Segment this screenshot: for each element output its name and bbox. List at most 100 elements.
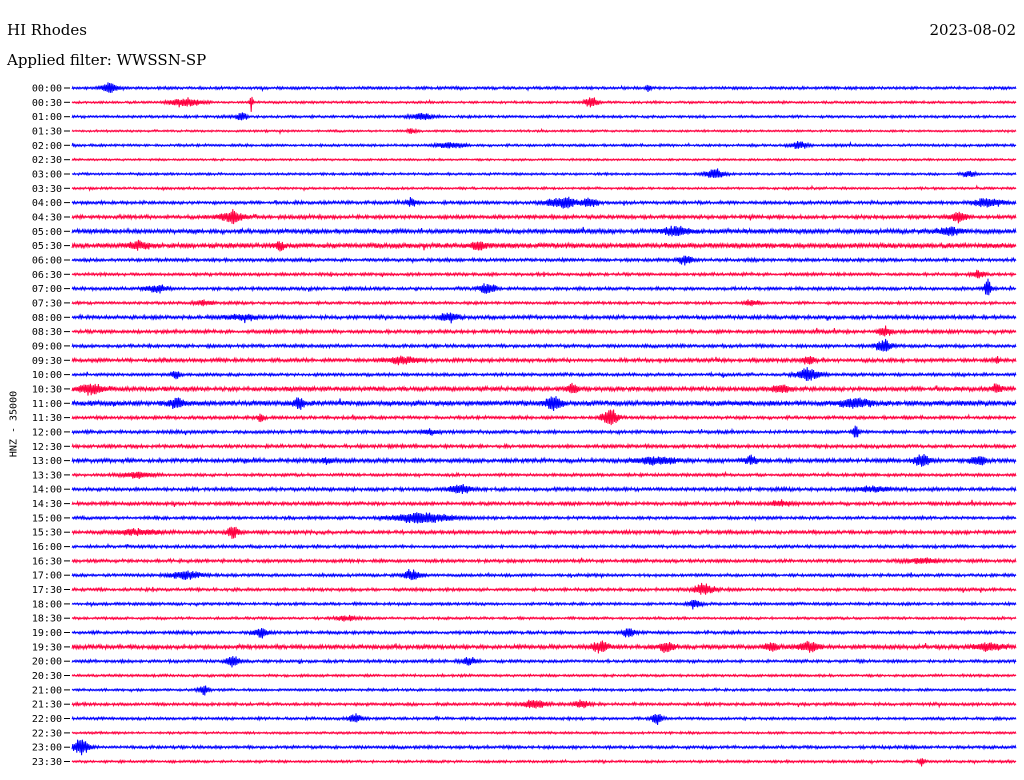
trace-line [71, 425, 1017, 438]
trace-line [71, 568, 1017, 581]
row-time-label: 16:00 [32, 542, 62, 553]
row-time-label: 01:30 [32, 127, 62, 138]
row-time-label: 03:30 [32, 184, 62, 195]
trace-line [71, 699, 1017, 709]
trace-line [71, 656, 1017, 668]
trace-line [71, 526, 1017, 539]
row-time-label: 23:00 [32, 743, 62, 754]
trace-line [71, 355, 1017, 366]
trace-line [71, 299, 1017, 307]
trace-line [71, 82, 1017, 93]
trace-line [71, 599, 1017, 610]
row-time-label: 00:00 [32, 84, 62, 95]
row-time-label: 06:00 [32, 256, 62, 267]
trace-line [71, 614, 1017, 622]
row-time-label: 00:30 [32, 98, 62, 109]
row-time-label: 05:30 [32, 241, 62, 252]
trace-line [71, 382, 1017, 396]
row-time-label: 19:30 [32, 642, 62, 653]
time-labels-group: 00:00 00:30 01:00 01:30 02:00 02:30 03:00 03:30… [32, 84, 70, 768]
row-time-label: 11:00 [32, 399, 62, 410]
row-time-label: 17:30 [32, 585, 62, 596]
row-time-label: 14:00 [32, 485, 62, 496]
row-time-label: 08:30 [32, 327, 62, 338]
row-time-label: 20:00 [32, 657, 62, 668]
trace-line [71, 713, 1017, 725]
trace-line [71, 512, 1017, 524]
row-time-label: 07:00 [32, 284, 62, 295]
trace-line [71, 312, 1017, 324]
row-time-label: 02:00 [32, 141, 62, 152]
row-time-label: 09:00 [32, 341, 62, 352]
row-time-label: 13:00 [32, 456, 62, 467]
row-time-label: 06:30 [32, 270, 62, 281]
row-time-label: 15:30 [32, 528, 62, 539]
row-time-label: 07:30 [32, 298, 62, 309]
trace-line [71, 685, 1017, 696]
row-time-label: 09:30 [32, 356, 62, 367]
row-time-label: 14:30 [32, 499, 62, 510]
trace-line [71, 409, 1017, 426]
trace-line [71, 557, 1017, 565]
row-time-label: 18:00 [32, 599, 62, 610]
row-time-label: 19:00 [32, 628, 62, 639]
row-time-label: 16:30 [32, 556, 62, 567]
trace-line [71, 484, 1017, 494]
row-time-label: 10:30 [32, 384, 62, 395]
row-time-label: 21:00 [32, 685, 62, 696]
trace-line [71, 542, 1017, 550]
trace-line [71, 269, 1017, 279]
row-time-label: 22:30 [32, 728, 62, 739]
row-time-label: 05:00 [32, 227, 62, 238]
trace-line [71, 325, 1017, 337]
trace-line [71, 758, 1017, 767]
trace-line [71, 396, 1017, 412]
trace-line [71, 442, 1017, 450]
trace-line [71, 168, 1017, 178]
row-time-label: 03:00 [32, 170, 62, 181]
trace-line [71, 338, 1017, 352]
row-time-label: 18:30 [32, 614, 62, 625]
trace-line [71, 96, 1017, 112]
row-time-label: 11:30 [32, 413, 62, 424]
row-time-label: 04:00 [32, 198, 62, 209]
row-time-label: 04:30 [32, 213, 62, 224]
trace-line [71, 730, 1017, 736]
row-time-label: 20:30 [32, 671, 62, 682]
trace-line [71, 453, 1017, 467]
trace-line [71, 196, 1017, 209]
row-time-label: 12:00 [32, 427, 62, 438]
row-time-label: 01:00 [32, 112, 62, 123]
row-time-label: 08:00 [32, 313, 62, 324]
trace-line [71, 628, 1017, 639]
row-time-label: 21:30 [32, 700, 62, 711]
row-time-label: 15:00 [32, 513, 62, 524]
trace-line [71, 470, 1017, 480]
filter-label: Applied filter: WWSSN-SP [7, 51, 207, 69]
trace-line [71, 225, 1017, 237]
trace-line [71, 239, 1017, 252]
trace-line [71, 127, 1017, 136]
trace-line [71, 209, 1017, 225]
trace-line [71, 640, 1017, 654]
row-time-label: 13:30 [32, 470, 62, 481]
trace-line [71, 255, 1017, 266]
trace-line [71, 367, 1017, 382]
trace-line [71, 582, 1017, 595]
trace-line [71, 140, 1017, 149]
traces-group [71, 82, 1017, 767]
trace-line [71, 112, 1017, 121]
trace-line [71, 184, 1017, 192]
row-time-label: 12:30 [32, 442, 62, 453]
row-time-label: 23:30 [32, 757, 62, 768]
date-label: 2023-08-02 [929, 21, 1016, 39]
row-time-label: 10:00 [32, 370, 62, 381]
station-title: HI Rhodes [7, 21, 87, 39]
trace-line [71, 157, 1017, 162]
row-time-label: 17:00 [32, 571, 62, 582]
trace-line [71, 278, 1017, 296]
trace-line [71, 739, 1017, 756]
row-time-label: 02:30 [32, 155, 62, 166]
trace-line [71, 499, 1017, 508]
